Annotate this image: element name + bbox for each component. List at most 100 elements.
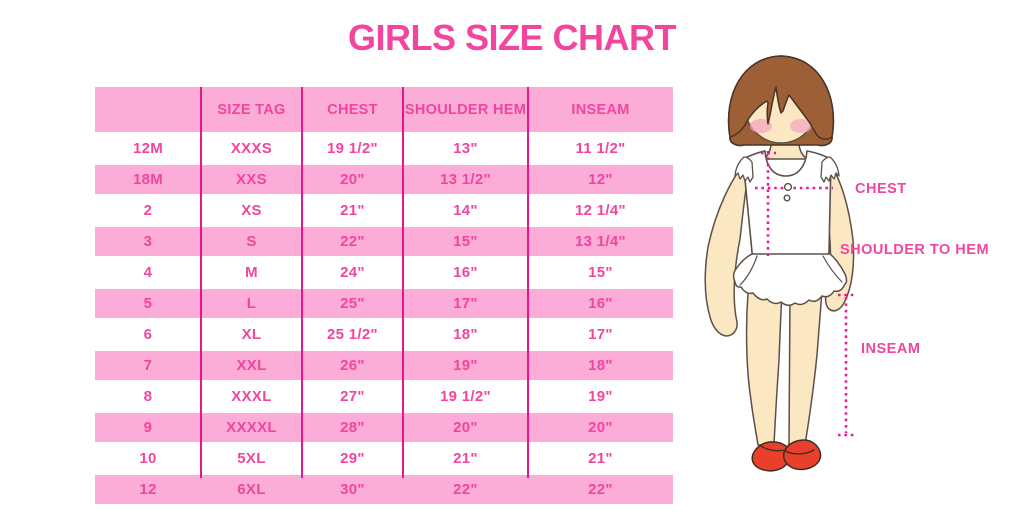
table-cell: XXL <box>201 349 302 381</box>
table-cell: 15" <box>528 256 673 288</box>
table-cell: 11 1/2" <box>528 132 673 164</box>
column-divider <box>527 87 529 478</box>
table-row: 4 M 24" 16" 15" <box>95 256 673 288</box>
skirt-fold-left <box>739 255 758 286</box>
left-leg <box>745 292 783 446</box>
right-shoe-strap <box>784 449 815 455</box>
table-cell: 26" <box>302 349 403 381</box>
table-cell: 21" <box>528 442 673 474</box>
table-cell: 19 1/2" <box>403 380 528 412</box>
right-shoe <box>782 439 822 471</box>
table-cell: 25" <box>302 287 403 319</box>
tank-top <box>742 150 832 257</box>
table-cell: 6XL <box>201 473 302 504</box>
row-size-label: 3 <box>95 225 201 257</box>
column-header-shoulder-hem: SHOULDER HEM <box>403 87 528 133</box>
table-cell: 13 1/4" <box>528 225 673 257</box>
column-header-inseam: INSEAM <box>528 87 673 133</box>
row-size-label: 18M <box>95 163 201 195</box>
table-cell: 12 1/4" <box>528 194 673 226</box>
table-cell: 20" <box>302 163 403 195</box>
table-cell: S <box>201 225 302 257</box>
page-title: GIRLS SIZE CHART <box>347 17 677 58</box>
row-size-label: 7 <box>95 349 201 381</box>
column-divider <box>200 87 202 478</box>
table-cell: 29" <box>302 442 403 474</box>
table-cell: 13 1/2" <box>403 163 528 195</box>
ruffle-skirt <box>732 253 848 306</box>
table-row: 7 XXL 26" 19" 18" <box>95 349 673 381</box>
row-size-label: 12M <box>95 132 201 164</box>
table-cell: 17" <box>403 287 528 319</box>
left-cheek-blush <box>750 119 772 133</box>
table-cell: 21" <box>403 442 528 474</box>
chest-label: CHEST <box>855 181 907 197</box>
column-header-size <box>95 87 201 133</box>
table-cell: M <box>201 256 302 288</box>
table-row: 2 XS 21" 14" 12 1/4" <box>95 194 673 226</box>
table-cell: 25 1/2" <box>302 318 403 350</box>
row-size-label: 8 <box>95 380 201 412</box>
table-cell: 27" <box>302 380 403 412</box>
inseam-label: INSEAM <box>861 341 920 357</box>
column-divider <box>402 87 404 478</box>
table-cell: 17" <box>528 318 673 350</box>
size-chart-table: SIZE TAG CHEST SHOULDER HEM INSEAM 12M XX… <box>95 87 673 504</box>
right-sleeve-ruffle <box>820 156 840 183</box>
size-table-body: 12M XXXS 19 1/2" 13" 11 1/2" 18M XXS 20" 13 1/2"… <box>95 132 673 504</box>
left-arm <box>704 162 750 337</box>
table-cell: 19" <box>403 349 528 381</box>
table-row: 8 XXXL 27" 19 1/2" 19" <box>95 380 673 412</box>
table-cell: 19 1/2" <box>302 132 403 164</box>
table-row: 12M XXXS 19 1/2" 13" 11 1/2" <box>95 132 673 164</box>
table-cell: XXS <box>201 163 302 195</box>
column-header-chest: CHEST <box>302 87 403 133</box>
table-cell: 18" <box>528 349 673 381</box>
column-divider <box>301 87 303 478</box>
table-cell: 20" <box>528 411 673 443</box>
row-size-label: 2 <box>95 194 201 226</box>
right-leg <box>788 290 823 446</box>
table-row: 9 XXXXL 28" 20" 20" <box>95 411 673 443</box>
table-cell: XL <box>201 318 302 350</box>
row-size-label: 6 <box>95 318 201 350</box>
table-cell: 30" <box>302 473 403 504</box>
table-cell: 5XL <box>201 442 302 474</box>
row-size-label: 12 <box>95 473 201 504</box>
size-table-container: SIZE TAG CHEST SHOULDER HEM INSEAM 12M XX… <box>95 87 673 504</box>
table-cell: 18" <box>403 318 528 350</box>
table-cell: 22" <box>403 473 528 504</box>
table-cell: 22" <box>528 473 673 504</box>
table-cell: 12" <box>528 163 673 195</box>
measurement-lines <box>755 151 854 437</box>
table-cell: 21" <box>302 194 403 226</box>
table-cell: 28" <box>302 411 403 443</box>
table-cell: 13" <box>403 132 528 164</box>
row-size-label: 10 <box>95 442 201 474</box>
table-cell: 15" <box>403 225 528 257</box>
table-cell: 19" <box>528 380 673 412</box>
hair-bangs <box>727 55 835 140</box>
table-row: 12 6XL 30" 22" 22" <box>95 473 673 504</box>
left-sleeve-ruffle <box>734 156 754 183</box>
table-cell: 20" <box>403 411 528 443</box>
table-cell: XS <box>201 194 302 226</box>
girl-measurement-diagram: CHEST SHOULDER TO HEM INSEAM <box>704 55 989 472</box>
table-cell: 16" <box>528 287 673 319</box>
table-cell: XXXS <box>201 132 302 164</box>
table-header-row: SIZE TAG CHEST SHOULDER HEM INSEAM <box>95 87 673 133</box>
table-cell: 14" <box>403 194 528 226</box>
table-row: 18M XXS 20" 13 1/2" 12" <box>95 163 673 195</box>
table-row: 6 XL 25 1/2" 18" 17" <box>95 318 673 350</box>
column-header-size-tag: SIZE TAG <box>201 87 302 133</box>
top-button-lower <box>783 194 791 202</box>
table-row: 10 5XL 29" 21" 21" <box>95 442 673 474</box>
row-size-label: 9 <box>95 411 201 443</box>
table-cell: L <box>201 287 302 319</box>
skirt-fold-right <box>822 255 843 283</box>
right-cheek-blush <box>790 119 812 133</box>
row-size-label: 5 <box>95 287 201 319</box>
top-button-upper <box>783 182 793 192</box>
table-cell: 16" <box>403 256 528 288</box>
